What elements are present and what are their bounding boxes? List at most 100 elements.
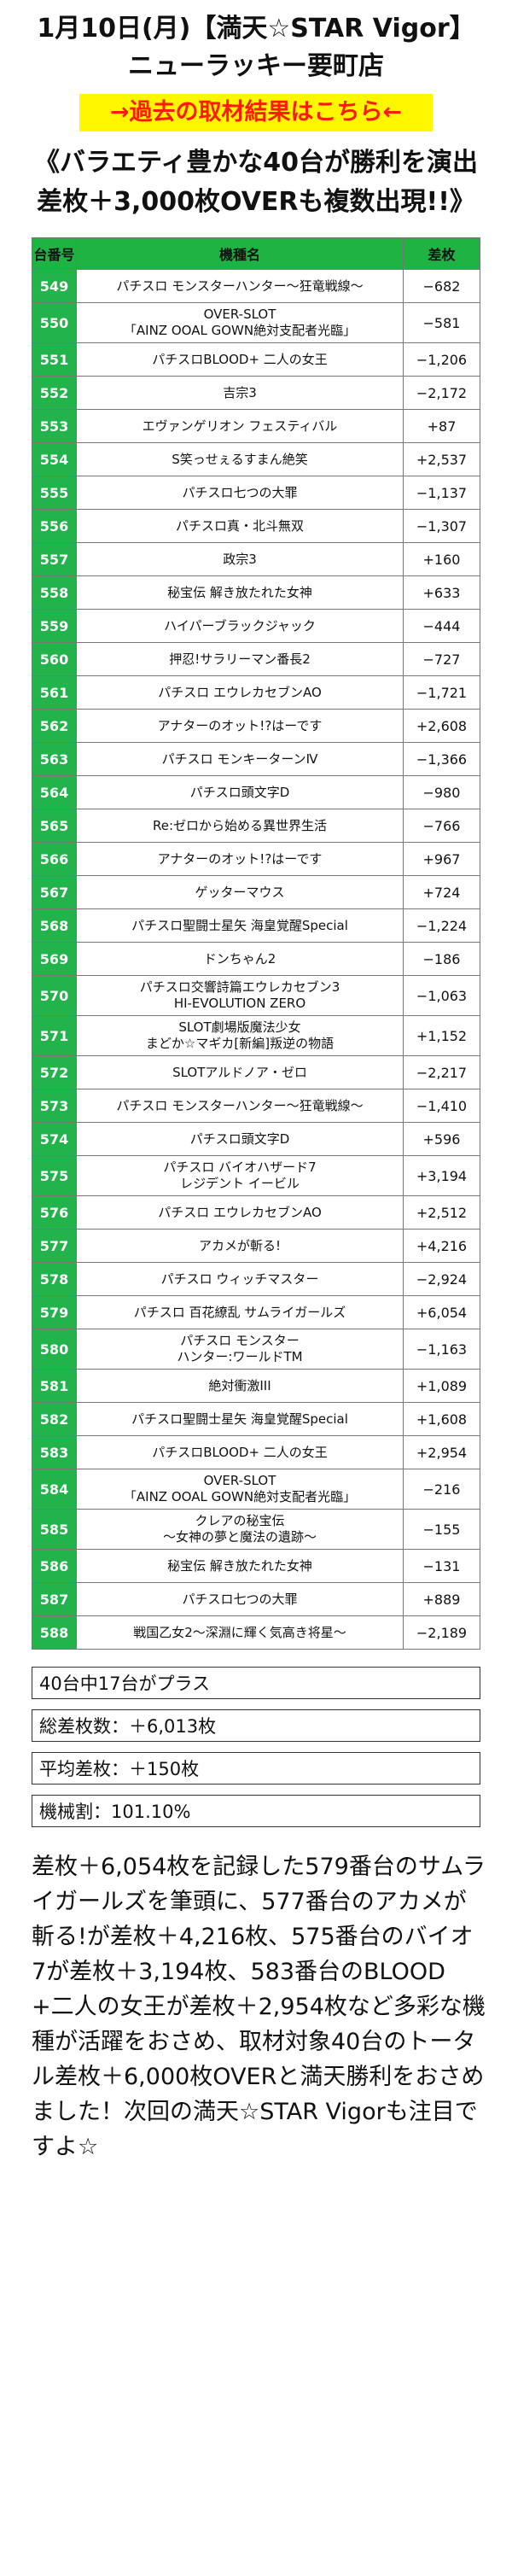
difference-cell: +596 — [403, 1122, 480, 1156]
machine-name-cell: Re:ゼロから始める異世界生活 — [76, 809, 404, 843]
machine-number-cell: 552 — [32, 376, 77, 410]
table-header-row: 台番号 機種名 差枚 — [32, 237, 480, 270]
machine-number-cell: 573 — [32, 1089, 77, 1123]
table-row: 576 パチスロ エウレカセブンAO +2,512 — [32, 1195, 480, 1230]
plus-count: 40台中17台がプラス — [32, 1667, 480, 1699]
table-row: 566 アナターのオット!?はーです +967 — [32, 842, 480, 876]
table-body: 549 パチスロ モンスターハンター～狂竜戦線～ −682 550 OVER-SLOT … — [32, 269, 480, 1650]
machine-number-cell: 549 — [32, 269, 77, 303]
table-row: 578 パチスロ ウィッチマスター −2,924 — [32, 1262, 480, 1296]
machine-number-cell: 564 — [32, 775, 77, 809]
difference-cell: +889 — [403, 1582, 480, 1616]
machine-name-cell: ドンちゃん2 — [76, 942, 404, 976]
table-row: 585 クレアの秘宝伝 ～女神の夢と魔法の遺跡～ −155 — [32, 1509, 480, 1550]
machine-name-cell: パチスロBLOOD+ 二人の女王 — [76, 342, 404, 377]
machine-name-cell: パチスロ バイオハザード7 レジデント イービル — [76, 1155, 404, 1196]
table-row: 557 政宗3 +160 — [32, 542, 480, 576]
table-row: 560 押忍!サラリーマン番長2 −727 — [32, 642, 480, 676]
difference-cell: −1,137 — [403, 476, 480, 510]
store-name: ニューラッキー要町店 — [128, 51, 384, 81]
machine-name-cell: 押忍!サラリーマン番長2 — [76, 642, 404, 676]
machine-number-cell: 568 — [32, 908, 77, 943]
closing-paragraph: 差枚＋6,054枚を記録した579番台のサムライガールズを筆頭に、577番台のア… — [32, 1854, 486, 2160]
machine-number-cell: 551 — [32, 342, 77, 377]
table-row: 579 パチスロ 百花繚乱 サムライガールズ +6,054 — [32, 1295, 480, 1329]
machine-name-cell: 秘宝伝 解き放たれた女神 — [76, 1549, 404, 1583]
table-row: 586 秘宝伝 解き放たれた女神 −131 — [32, 1549, 480, 1583]
page-header: 1月10日(月)【満天☆STAR Vigor】 ニューラッキー要町店 →過去の取… — [0, 12, 512, 222]
machine-name-cell: パチスロ モンスターハンター～狂竜戦線～ — [76, 1089, 404, 1123]
machine-name-cell: OVER-SLOT 「AINZ OOAL GOWN絶対支配者光臨」 — [76, 302, 404, 343]
difference-cell: +1,152 — [403, 1015, 480, 1056]
difference-cell: −1,163 — [403, 1329, 480, 1370]
results-table: 台番号 機種名 差枚 549 パチスロ モンスターハンター～狂竜戦線～ −682 55… — [32, 237, 480, 1650]
machine-number-cell: 577 — [32, 1229, 77, 1263]
machine-name-cell: パチスロ エウレカセブンAO — [76, 1195, 404, 1230]
machine-name-cell: OVER-SLOT 「AINZ OOAL GOWN絶対支配者光臨」 — [76, 1469, 404, 1510]
machine-number-cell: 587 — [32, 1582, 77, 1616]
machine-name-cell: 吉宗3 — [76, 376, 404, 410]
table-row: 562 アナターのオット!?はーです +2,608 — [32, 709, 480, 743]
column-header-machine-number: 台番号 — [32, 237, 77, 270]
difference-cell: +724 — [403, 875, 480, 909]
machine-name-cell: ハイパーブラックジャック — [76, 609, 404, 643]
table-row: 582 パチスロ聖闘士星矢 海皇覚醒Special +1,608 — [32, 1402, 480, 1436]
total-difference: 総差枚数：＋6,013枚 — [32, 1709, 480, 1742]
table-row: 553 エヴァンゲリオン フェスティバル +87 — [32, 409, 480, 443]
machine-number-cell: 588 — [32, 1615, 77, 1650]
machine-number-cell: 563 — [32, 742, 77, 776]
table-row: 571 SLOT劇場版魔法少女 まどか☆マギカ[新編]叛逆の物語 +1,152 — [32, 1015, 480, 1056]
difference-cell: −766 — [403, 809, 480, 843]
table-row: 563 パチスロ モンキーターンⅣ −1,366 — [32, 742, 480, 776]
machine-number-cell: 566 — [32, 842, 77, 876]
machine-number-cell: 565 — [32, 809, 77, 843]
machine-name-cell: アナターのオット!?はーです — [76, 709, 404, 743]
difference-cell: −1,366 — [403, 742, 480, 776]
machine-number-cell: 579 — [32, 1295, 77, 1329]
machine-name-cell: エヴァンゲリオン フェスティバル — [76, 409, 404, 443]
difference-cell: −980 — [403, 775, 480, 809]
table-row: 570 パチスロ交響詩篇エウレカセブン3 HI-EVOLUTION ZERO −1,… — [32, 975, 480, 1016]
machine-number-cell: 555 — [32, 476, 77, 510]
average-difference: 平均差枚：＋150枚 — [32, 1752, 480, 1785]
difference-cell: +2,512 — [403, 1195, 480, 1230]
machine-number-cell: 553 — [32, 409, 77, 443]
results-table-wrapper: 台番号 機種名 差枚 549 パチスロ モンスターハンター～狂竜戦線～ −682 55… — [32, 237, 480, 1650]
table-row: 554 S笑っせぇるすまん絶笑 +2,537 — [32, 442, 480, 476]
machine-number-cell: 570 — [32, 975, 77, 1016]
difference-cell: −2,189 — [403, 1615, 480, 1650]
table-row: 568 パチスロ聖闘士星矢 海皇覚醒Special −1,224 — [32, 908, 480, 943]
difference-cell: +2,608 — [403, 709, 480, 743]
machine-name-cell: パチスロ聖闘士星矢 海皇覚醒Special — [76, 1402, 404, 1436]
summary-section: 40台中17台がプラス 総差枚数：＋6,013枚 平均差枚：＋150枚 機械割：… — [32, 1667, 480, 1827]
machine-name-cell: クレアの秘宝伝 ～女神の夢と魔法の遺跡～ — [76, 1509, 404, 1550]
difference-cell: −682 — [403, 269, 480, 303]
machine-name-cell: SLOTアルドノア・ゼロ — [76, 1055, 404, 1089]
table-row: 573 パチスロ モンスターハンター～狂竜戦線～ −1,410 — [32, 1089, 480, 1123]
difference-cell: −216 — [403, 1469, 480, 1510]
table-row: 587 パチスロ七つの大罪 +889 — [32, 1582, 480, 1616]
machine-number-cell: 554 — [32, 442, 77, 476]
table-row: 555 パチスロ七つの大罪 −1,137 — [32, 476, 480, 510]
machine-number-cell: 581 — [32, 1369, 77, 1403]
headline-line-2: 差枚＋3,000枚OVERも複数出現!!》 — [37, 187, 475, 217]
difference-cell: −186 — [403, 942, 480, 976]
machine-name-cell: パチスロ ウィッチマスター — [76, 1262, 404, 1296]
machine-number-cell: 572 — [32, 1055, 77, 1089]
difference-cell: −2,217 — [403, 1055, 480, 1089]
machine-name-cell: 秘宝伝 解き放たれた女神 — [76, 575, 404, 610]
table-row: 556 パチスロ真・北斗無双 −1,307 — [32, 509, 480, 543]
table-row: 565 Re:ゼロから始める異世界生活 −766 — [32, 809, 480, 843]
difference-cell: −2,924 — [403, 1262, 480, 1296]
machine-name-cell: アカメが斬る! — [76, 1229, 404, 1263]
machine-name-cell: パチスロ真・北斗無双 — [76, 509, 404, 543]
table-row: 572 SLOTアルドノア・ゼロ −2,217 — [32, 1055, 480, 1089]
machine-number-cell: 550 — [32, 302, 77, 343]
table-row: 558 秘宝伝 解き放たれた女神 +633 — [32, 575, 480, 610]
past-results-link[interactable]: →過去の取材結果はこちら← — [79, 94, 433, 131]
table-row: 561 パチスロ エウレカセブンAO −1,721 — [32, 675, 480, 710]
difference-cell: +967 — [403, 842, 480, 876]
machine-number-cell: 558 — [32, 575, 77, 610]
difference-cell: +4,216 — [403, 1229, 480, 1263]
difference-cell: −1,410 — [403, 1089, 480, 1123]
